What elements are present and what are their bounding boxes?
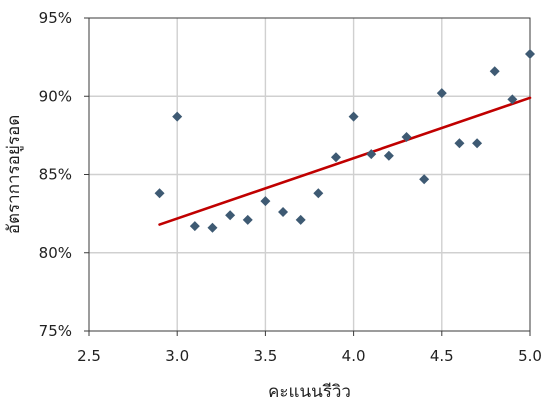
x-tick-label: 2.5 — [77, 347, 101, 365]
trend-line-layer — [158, 96, 532, 226]
data-point-marker — [436, 88, 447, 99]
y-tick-label: 80% — [39, 244, 72, 262]
data-point-marker — [225, 210, 236, 221]
data-point-marker — [207, 222, 218, 233]
x-tick-label: 3.5 — [253, 347, 277, 365]
data-point-marker — [295, 214, 306, 225]
data-point-marker — [348, 111, 359, 122]
y-axis-ticks: 75% 80% 85% 90% 95% — [39, 9, 89, 340]
y-tick-label: 95% — [39, 9, 72, 27]
data-point-marker — [330, 152, 341, 163]
data-point-marker — [366, 149, 377, 160]
x-tick-label: 3.0 — [165, 347, 189, 365]
y-tick-label: 90% — [39, 87, 72, 105]
x-axis-ticks: 2.5 3.0 3.5 4.0 4.5 5.0 — [77, 331, 542, 365]
data-point-marker — [278, 207, 289, 218]
data-point-marker — [525, 48, 535, 59]
data-point-marker — [454, 138, 465, 149]
data-point-marker — [507, 94, 518, 105]
data-point-marker — [189, 221, 200, 232]
data-point-marker — [154, 188, 165, 199]
y-tick-label: 85% — [39, 166, 72, 184]
data-point-marker — [260, 196, 271, 207]
data-point-marker — [383, 150, 394, 161]
data-point-marker — [242, 214, 253, 225]
x-axis-title: คะแนนรีวิว — [268, 382, 351, 402]
data-point-marker — [489, 66, 500, 77]
trend-line — [158, 96, 532, 226]
y-tick-label: 75% — [39, 322, 72, 340]
data-point-marker — [313, 188, 324, 199]
x-tick-label: 4.0 — [342, 347, 366, 365]
y-axis-title: อัตราการอยู่รอด — [4, 115, 24, 234]
data-point-marker — [401, 131, 412, 142]
data-point-marker — [472, 138, 483, 149]
data-points — [154, 48, 535, 233]
x-tick-label: 5.0 — [518, 347, 542, 365]
data-point-marker — [172, 111, 183, 122]
data-point-marker — [419, 174, 430, 185]
x-tick-label: 4.5 — [430, 347, 454, 365]
